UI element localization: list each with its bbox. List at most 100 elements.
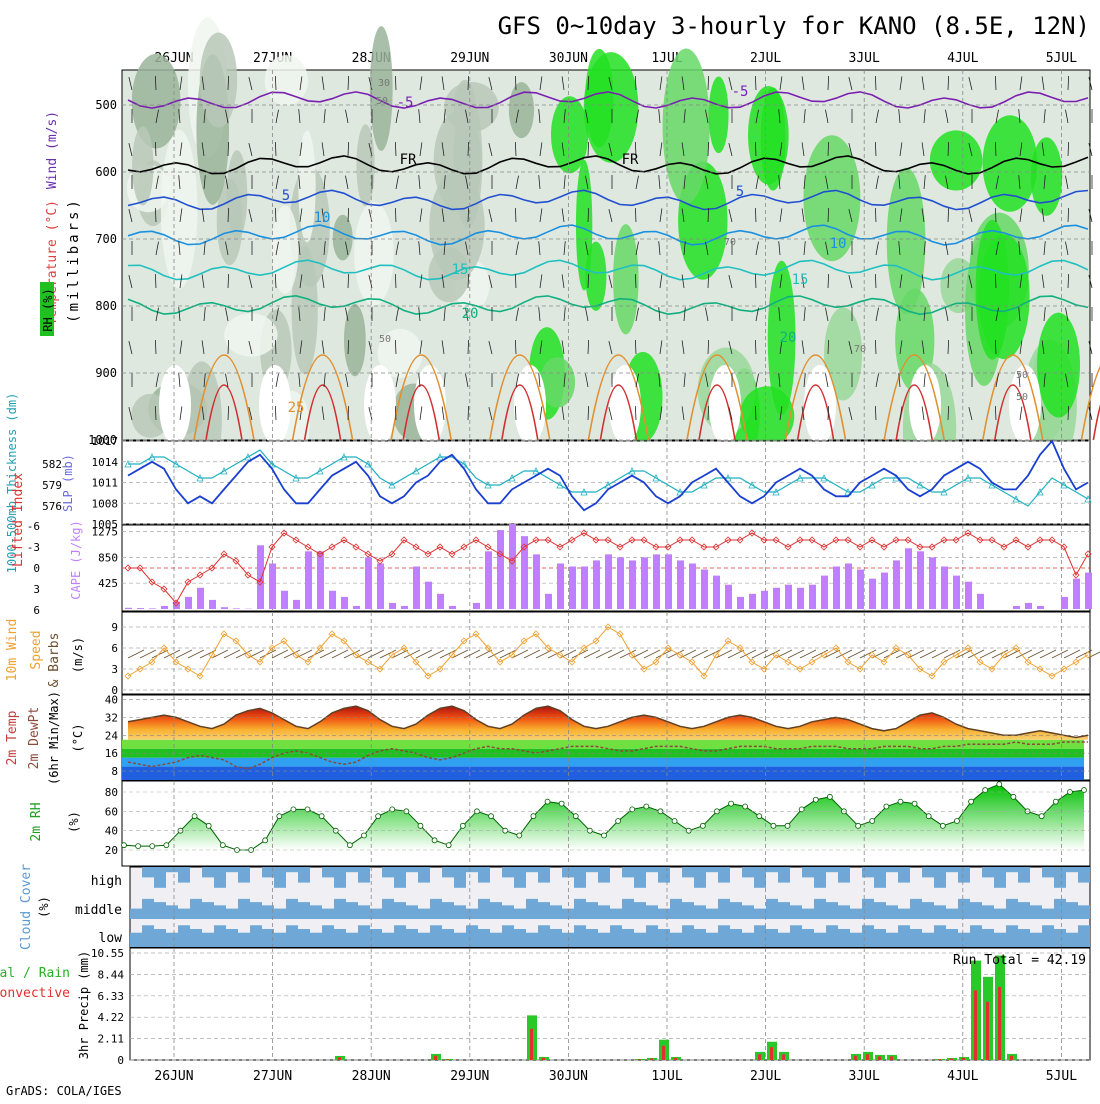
cloud-middle-cell xyxy=(442,902,454,919)
slp-tick: 1011 xyxy=(92,477,119,490)
cloud-middle-cell xyxy=(370,909,382,919)
date-bottom-label: 29JUN xyxy=(450,1069,489,1084)
cloud-low-cell xyxy=(730,929,742,947)
cloud-high-cell xyxy=(406,867,418,872)
cloud-middle-cell xyxy=(838,905,850,919)
rh-label: 2m RH xyxy=(29,802,44,841)
isotherm-label: 20 xyxy=(462,306,479,322)
rh-point xyxy=(122,843,127,848)
cloud-low-cell xyxy=(970,925,982,947)
cloud-high-cell xyxy=(694,867,706,888)
cape-bar xyxy=(377,563,384,609)
cloud-middle-cell xyxy=(610,909,622,919)
cape-bar xyxy=(917,551,924,609)
slp-tick: 1014 xyxy=(92,456,119,469)
rh-shading xyxy=(159,365,191,445)
cloud-middle-cell xyxy=(514,909,526,919)
cloud-high-cell xyxy=(934,867,946,888)
precip-convective-bar xyxy=(986,1002,989,1060)
rh-tick: 80 xyxy=(105,786,118,799)
cloud-level-middle: middle xyxy=(75,903,122,918)
cloud-high-cell xyxy=(214,867,226,888)
cape-bar xyxy=(1073,579,1080,609)
isotherm-label: 15 xyxy=(452,262,469,278)
cloud-middle-cell xyxy=(874,902,886,919)
cloud-high-cell xyxy=(322,867,334,877)
cape-bar xyxy=(341,597,348,609)
cloud-high-cell xyxy=(502,867,514,877)
rh-point xyxy=(517,833,522,838)
cloud-low-cell xyxy=(430,925,442,947)
cloud-middle-cell xyxy=(550,905,562,919)
cloud-low-cell xyxy=(898,925,910,947)
cloud-middle-cell xyxy=(586,902,598,919)
cloud-high-cell xyxy=(922,867,934,877)
cape-bar xyxy=(581,567,588,610)
cloud-high-cell xyxy=(1018,867,1030,883)
cloud-middle-cell xyxy=(178,909,190,919)
date-bottom-label: 4JUL xyxy=(947,1069,978,1084)
rh-shading xyxy=(551,96,588,173)
cloud-label: Cloud Cover xyxy=(19,864,34,950)
cloud-low-cell xyxy=(298,929,310,947)
date-bottom-label: 1JUL xyxy=(651,1069,682,1084)
rh-shading xyxy=(344,304,366,376)
precip-label1: Total / Rain xyxy=(0,966,70,981)
cape-bar xyxy=(1025,603,1032,609)
precip-convective-bar xyxy=(650,1059,653,1060)
li-tick: -3 xyxy=(27,541,40,554)
cape-bar xyxy=(809,585,816,609)
cape-bar xyxy=(965,582,972,609)
rh-shading xyxy=(663,48,710,203)
cloud-low-cell xyxy=(334,929,346,947)
cloud-high-cell xyxy=(298,867,310,883)
cloud-low-cell xyxy=(862,925,874,947)
cloud-high-cell xyxy=(178,867,190,883)
precip-convective-bar xyxy=(866,1054,869,1060)
cape-tick: 425 xyxy=(98,577,118,590)
cloud-low-cell xyxy=(1030,933,1042,947)
cloud-low-cell xyxy=(202,933,214,947)
chart-title: GFS 0~10day 3-hourly for KANO (8.5E, 12N… xyxy=(498,12,1090,40)
cloud-high-cell xyxy=(238,867,250,883)
precip-convective-bar xyxy=(974,990,977,1060)
cloud-low-cell xyxy=(910,929,922,947)
isotherm-label: 5 xyxy=(282,188,290,204)
cape-tick: 1275 xyxy=(92,526,119,539)
cape-bar xyxy=(629,560,636,609)
rh-shading xyxy=(354,202,393,305)
date-top-label: 4JUL xyxy=(947,51,978,66)
cloud-middle-cell xyxy=(142,899,154,919)
slp-label-slp: SLP (mb) xyxy=(61,454,75,512)
rh-point xyxy=(785,823,790,828)
pressure-tick: 800 xyxy=(95,299,117,313)
pressure-tick: 600 xyxy=(95,165,117,179)
slp-tick: 1008 xyxy=(92,497,119,510)
cloud-middle-cell xyxy=(334,899,346,919)
cloud-middle-cell xyxy=(634,902,646,919)
precip-panel: 10.558.446.334.222.110 Run Total = 42.19… xyxy=(0,947,1090,1067)
slp-tick: 1017 xyxy=(92,435,119,448)
cloud-middle-cell xyxy=(922,902,934,919)
rh-contour-label: 50 xyxy=(1016,370,1028,381)
rh-shading xyxy=(509,82,534,138)
rh-point xyxy=(1039,814,1044,819)
cloud-high-cell xyxy=(334,867,346,888)
cloud-low-cell xyxy=(982,929,994,947)
cloud-high-cell xyxy=(778,867,790,883)
cloud-low-cell xyxy=(826,925,838,947)
cloud-high-cell xyxy=(814,867,826,888)
date-bottom-label: 2JUL xyxy=(750,1069,781,1084)
isotherm-label: 20 xyxy=(780,330,797,346)
cape-bar xyxy=(725,585,732,609)
cloud-middle-cell xyxy=(502,905,514,919)
cape-bar xyxy=(941,567,948,610)
cloud-middle-cell xyxy=(910,899,922,919)
rh-shading xyxy=(930,130,983,190)
cloud-low-cell xyxy=(214,925,226,947)
cloud-high-cell xyxy=(202,867,214,877)
precip-tick: 4.22 xyxy=(98,1011,125,1024)
cloud-low-cell xyxy=(838,929,850,947)
precip-convective-bar xyxy=(638,1059,641,1060)
